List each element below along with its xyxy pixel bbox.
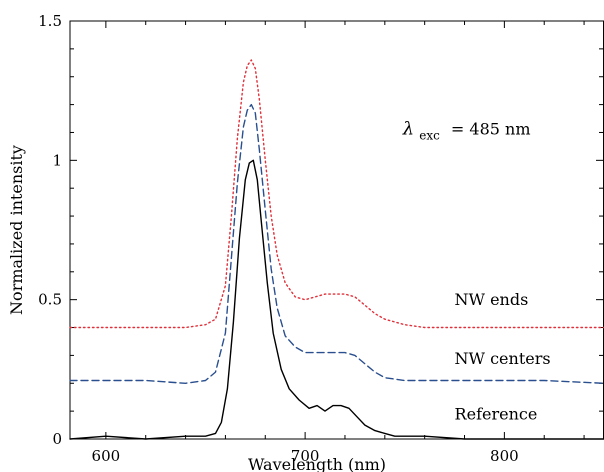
lambda-symbol: λ bbox=[402, 118, 414, 139]
lambda-subscript: exc bbox=[419, 128, 440, 142]
annotation-value: = 485 nm bbox=[451, 119, 531, 138]
series-labels: NW ends NW centers Reference bbox=[455, 290, 551, 423]
y-tick-label: 1 bbox=[52, 151, 62, 169]
series-line-nw-ends bbox=[69, 59, 604, 329]
excitation-annotation: λ exc = 485 nm bbox=[402, 118, 531, 143]
series-label-nw-centers: NW centers bbox=[455, 349, 551, 368]
x-axis-title: Wavelength (nm) bbox=[248, 455, 386, 472]
series-lines bbox=[69, 59, 604, 440]
series-line-nw-centers bbox=[69, 103, 604, 384]
x-tick-label: 800 bbox=[490, 447, 519, 465]
series-label-nw-ends: NW ends bbox=[455, 290, 529, 309]
axis-ticks bbox=[70, 20, 603, 440]
y-tick-label: 1.5 bbox=[38, 12, 62, 30]
series-line-reference bbox=[69, 159, 604, 440]
plot-frame bbox=[69, 20, 604, 440]
series-label-reference: Reference bbox=[455, 404, 538, 423]
y-axis-title: Normalized intensity bbox=[7, 145, 26, 315]
x-tick-label: 600 bbox=[92, 447, 121, 465]
tick-labels: 600 700 800 0 0.5 1 1.5 bbox=[38, 12, 519, 465]
y-tick-label: 0 bbox=[52, 430, 62, 448]
x-tick-label: 700 bbox=[291, 447, 320, 465]
y-tick-label: 0.5 bbox=[38, 291, 62, 309]
